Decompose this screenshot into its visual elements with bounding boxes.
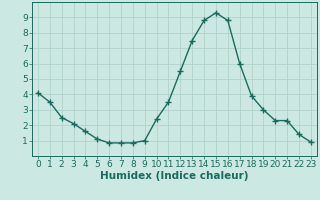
X-axis label: Humidex (Indice chaleur): Humidex (Indice chaleur): [100, 171, 249, 181]
